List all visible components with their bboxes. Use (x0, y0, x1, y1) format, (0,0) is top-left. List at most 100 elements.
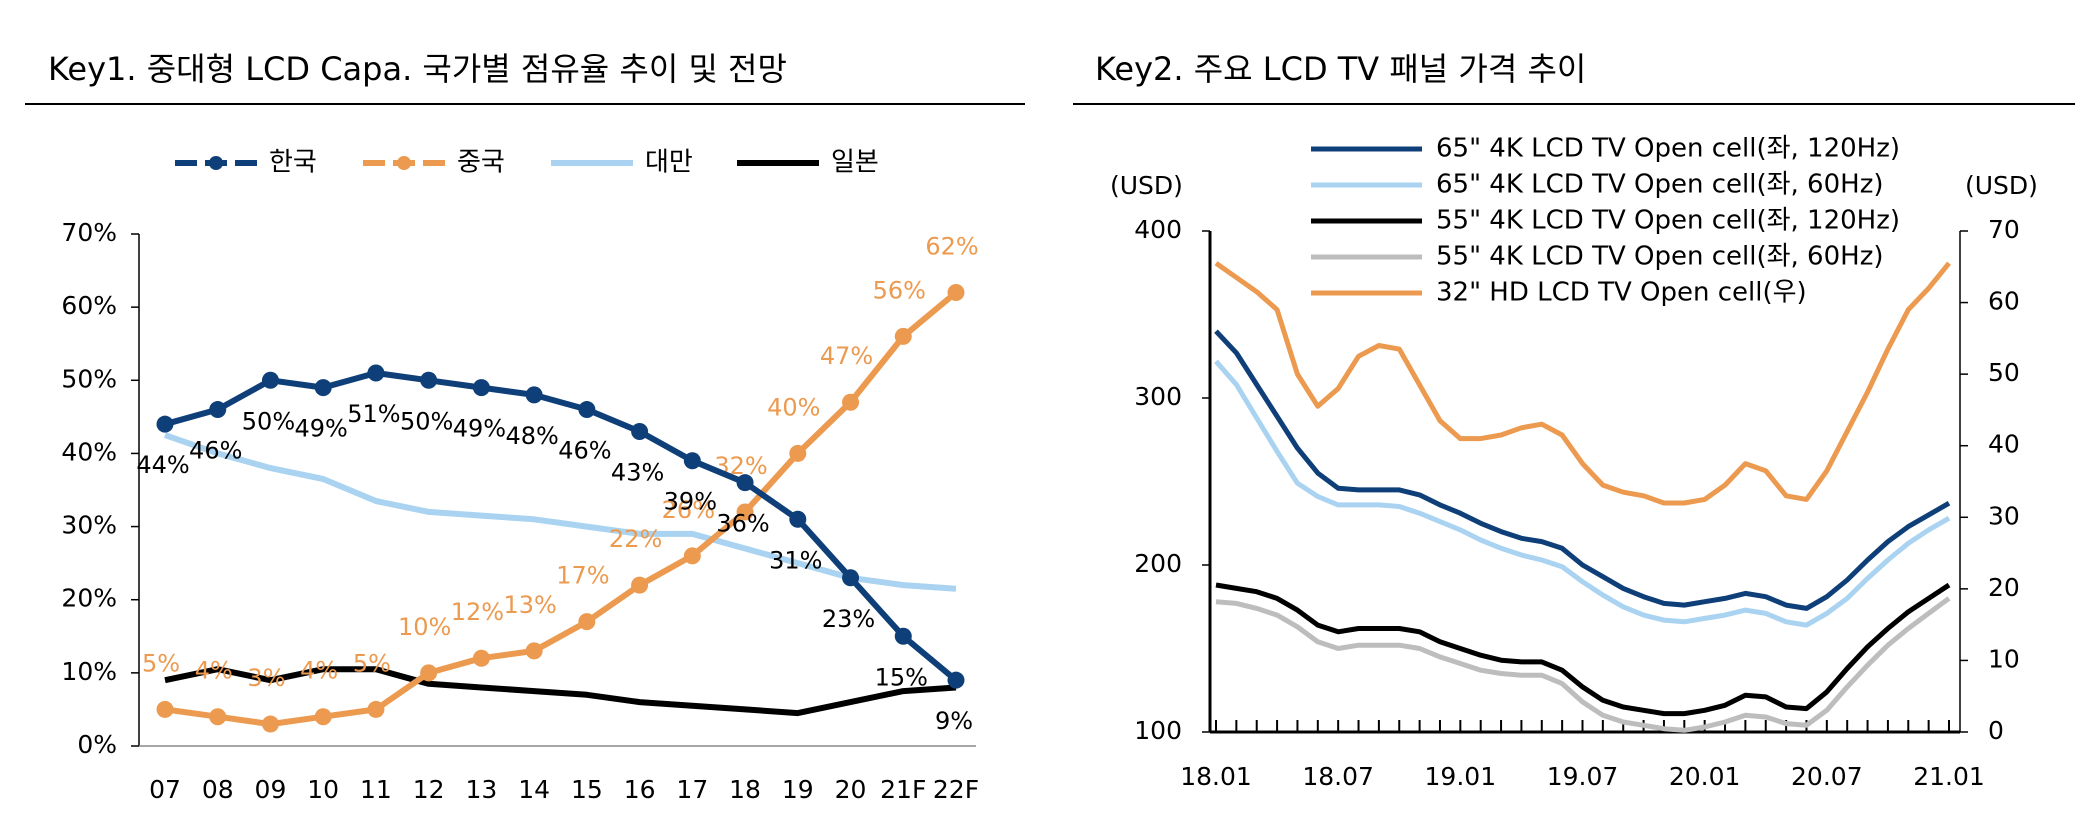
data-label: 39% (664, 488, 717, 516)
data-label: 46% (189, 437, 242, 465)
data-label: 17% (556, 562, 609, 590)
y-tick-label: 60% (61, 291, 117, 320)
y2-tick-label: 50 (1988, 358, 2020, 387)
data-label: 47% (820, 342, 873, 370)
data-point (894, 327, 912, 345)
data-point (736, 503, 754, 521)
x-tick-label: 17 (676, 775, 708, 804)
x-tick-label: 20.07 (1791, 762, 1863, 791)
data-label: 56% (873, 276, 926, 304)
data-label: 12% (451, 598, 504, 626)
series-line (1214, 329, 1951, 611)
data-point (842, 393, 860, 411)
y-tick-label: 400 (1134, 215, 1182, 244)
data-label: 46% (558, 437, 611, 465)
x-tick-label: 19.07 (1547, 762, 1619, 791)
data-point (314, 379, 332, 397)
data-point (472, 649, 490, 667)
y2-tick-label: 60 (1988, 287, 2020, 316)
x-tick-label: 10 (307, 775, 339, 804)
legend-label: 65" 4K LCD TV Open cell(좌, 60Hz) (1436, 170, 1884, 200)
data-label: 9% (935, 707, 973, 735)
y-tick-label: 50% (61, 364, 117, 393)
y-tick-label: 300 (1134, 382, 1182, 411)
data-point (631, 422, 649, 440)
data-point (261, 371, 279, 389)
data-label: 40% (767, 393, 820, 421)
data-point (947, 284, 965, 302)
data-point (894, 627, 912, 645)
y-tick-label: 40% (61, 437, 117, 466)
y2-tick-label: 0 (1988, 716, 2004, 745)
series-line (1214, 359, 1951, 628)
data-point (420, 371, 438, 389)
x-tick-label: 22F (933, 775, 979, 804)
x-tick-label: 12 (413, 775, 445, 804)
y-tick-label: 10% (61, 657, 117, 686)
data-label: 26% (662, 496, 715, 524)
y-tick-label: 30% (61, 511, 117, 540)
data-point (683, 452, 701, 470)
legend-label: 대만 (645, 148, 693, 178)
data-point (472, 379, 490, 397)
x-tick-label: 19.01 (1425, 762, 1497, 791)
data-label: 50% (242, 407, 295, 435)
data-label: 22% (609, 525, 662, 553)
series-line (164, 666, 957, 717)
data-point (525, 386, 543, 404)
data-label: 10% (398, 613, 451, 641)
legend-marker (209, 156, 223, 170)
x-tick-label: 18 (729, 775, 761, 804)
data-point (314, 708, 332, 726)
data-point (578, 401, 596, 419)
x-tick-label: 21.01 (1913, 762, 1985, 791)
y-tick-label: 20% (61, 584, 117, 613)
y-tick-label: 200 (1134, 549, 1182, 578)
data-label: 49% (295, 415, 348, 443)
data-point (209, 401, 227, 419)
data-point (156, 700, 174, 718)
x-tick-label: 18.01 (1180, 762, 1252, 791)
data-point (842, 569, 860, 587)
y2-axis-label: (USD) (1965, 171, 2038, 200)
data-label: 36% (716, 510, 769, 538)
data-label: 13% (503, 591, 556, 619)
data-label: 3% (247, 664, 285, 692)
data-point (736, 474, 754, 492)
data-label: 4% (195, 657, 233, 685)
legend-marker (397, 156, 411, 170)
data-label: 49% (453, 415, 506, 443)
x-tick-label: 07 (149, 775, 181, 804)
x-tick-label: 19 (782, 775, 814, 804)
legend-label: 한국 (269, 148, 317, 178)
data-point (261, 715, 279, 733)
chart-title: Key1. 중대형 LCD Capa. 국가별 점유율 추이 및 전망 (48, 50, 787, 88)
data-point (578, 613, 596, 631)
data-label: 44% (136, 451, 189, 479)
x-tick-label: 08 (202, 775, 234, 804)
series-line (164, 290, 958, 728)
y2-tick-label: 70 (1988, 215, 2020, 244)
data-point (631, 576, 649, 594)
series-line (164, 432, 957, 592)
series-line (1214, 261, 1951, 506)
data-point (789, 510, 807, 528)
x-tick-label: 21F (880, 775, 926, 804)
data-point (367, 364, 385, 382)
data-label: 31% (769, 546, 822, 574)
y-tick-label: 70% (61, 218, 117, 247)
data-label: 23% (822, 605, 875, 633)
data-point (420, 664, 438, 682)
chart-title: Key2. 주요 LCD TV 패널 가격 추이 (1095, 50, 1586, 88)
data-point (789, 444, 807, 462)
legend-label: 중국 (457, 148, 505, 178)
y-axis-label: (USD) (1110, 171, 1183, 200)
legend-label: 일본 (831, 148, 879, 178)
data-label: 15% (875, 663, 928, 691)
y2-tick-label: 30 (1988, 501, 2020, 530)
x-tick-label: 14 (518, 775, 550, 804)
series-line (164, 370, 958, 683)
data-label: 5% (353, 649, 391, 677)
data-label: 5% (142, 649, 180, 677)
